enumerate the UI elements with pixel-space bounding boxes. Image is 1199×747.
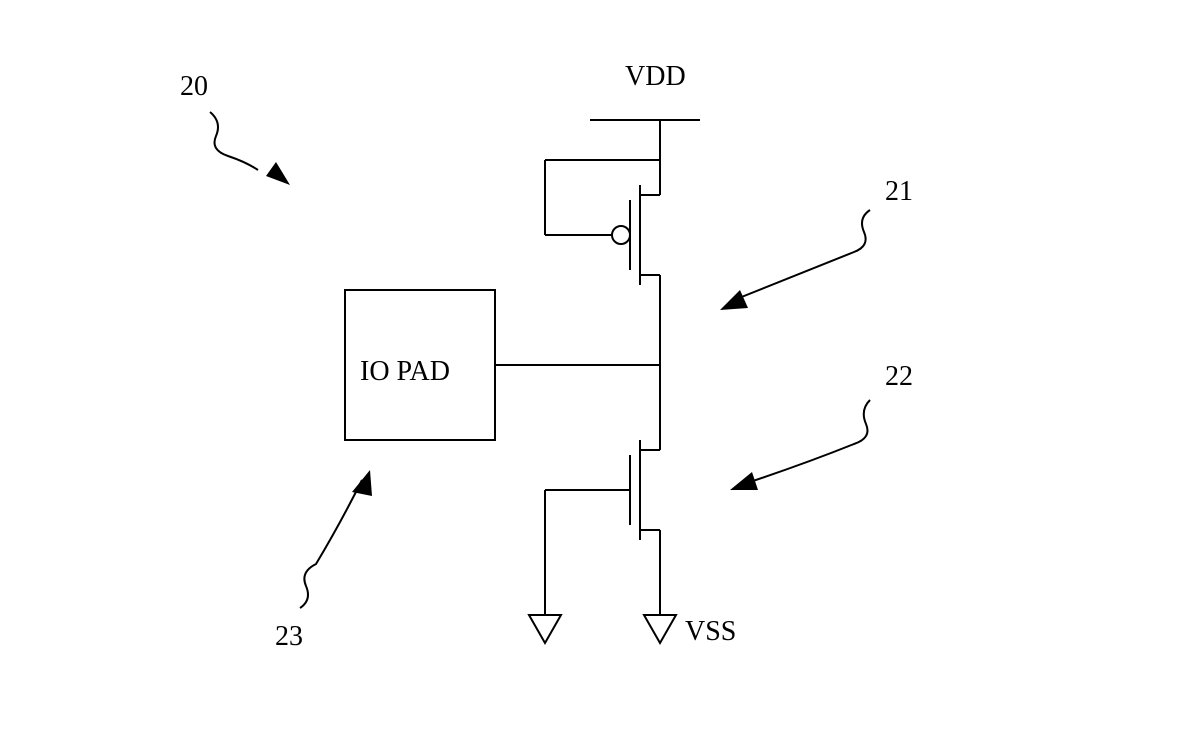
ref-21-label: 21 (885, 176, 913, 207)
ref-21-squiggle (734, 210, 870, 300)
vss-triangle-right-icon (644, 615, 676, 643)
ref-20-squiggle (210, 112, 258, 170)
vdd-label: VDD (625, 61, 686, 92)
ref-23-arrowhead-icon (352, 470, 372, 496)
vss-label: VSS (685, 616, 736, 647)
ref-22-arrowhead-icon (730, 472, 758, 490)
ref-21-arrowhead-icon (720, 290, 748, 310)
vss-triangle-left-icon (529, 615, 561, 643)
ref-20-arrowhead-icon (266, 162, 290, 185)
ref-22-squiggle (744, 400, 870, 484)
ref-20-label: 20 (180, 71, 208, 102)
io-pad-label: IO PAD (360, 356, 450, 387)
ref-23-squiggle (300, 480, 362, 608)
ref-23-label: 23 (275, 621, 303, 652)
pmos-bubble-icon (612, 226, 630, 244)
ref-22-label: 22 (885, 361, 913, 392)
